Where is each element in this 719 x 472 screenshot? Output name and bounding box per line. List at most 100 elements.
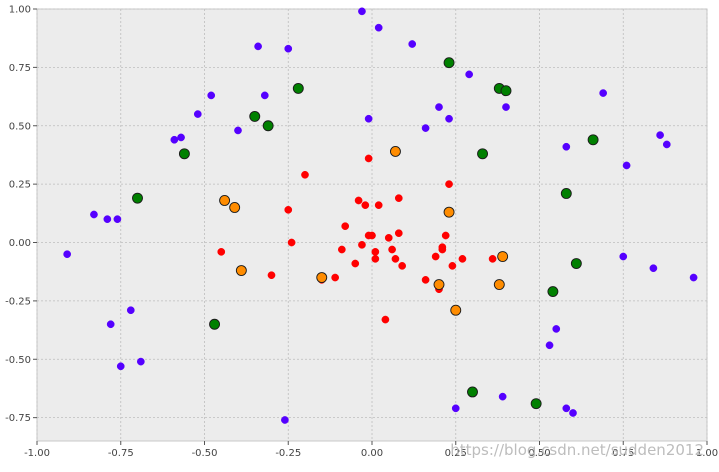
data-point xyxy=(193,110,202,118)
grid-lines xyxy=(36,8,708,441)
data-point xyxy=(229,202,241,213)
data-point xyxy=(391,255,400,263)
data-point xyxy=(547,286,559,298)
data-point xyxy=(398,262,406,270)
data-point xyxy=(458,255,467,263)
data-point xyxy=(235,265,247,276)
data-point xyxy=(465,70,473,79)
series-2 xyxy=(217,154,497,324)
y-tick-label: -0.25 xyxy=(5,296,31,307)
data-point xyxy=(292,82,304,94)
series-4 xyxy=(132,57,599,410)
data-point xyxy=(301,170,309,179)
data-point xyxy=(113,215,122,224)
data-point xyxy=(445,114,453,123)
data-point xyxy=(132,192,143,204)
data-point xyxy=(388,245,396,254)
data-point xyxy=(451,404,460,413)
x-tick-label: 0.50 xyxy=(528,448,550,459)
y-tick-label: 1.00 xyxy=(9,5,31,16)
data-point xyxy=(368,231,376,240)
data-point xyxy=(488,255,497,263)
data-point xyxy=(381,315,390,324)
data-point xyxy=(552,325,561,333)
y-tick-label: 0.50 xyxy=(9,121,31,132)
y-tick-label: 0.00 xyxy=(9,238,31,249)
data-point xyxy=(448,262,457,270)
data-point xyxy=(467,386,478,398)
watermark-text: https://blog.csdn.net/sudden2012 xyxy=(450,441,704,459)
data-point xyxy=(493,279,505,290)
data-point xyxy=(441,231,450,240)
data-point xyxy=(445,180,453,188)
data-point xyxy=(331,273,339,282)
y-tick-label: 0.25 xyxy=(9,180,31,191)
data-point xyxy=(364,154,373,163)
x-tick-label: -0.25 xyxy=(275,448,301,459)
x-tick-label: 0.75 xyxy=(612,448,634,459)
data-point xyxy=(371,248,380,256)
data-point xyxy=(103,215,112,224)
data-point xyxy=(341,222,350,231)
data-point xyxy=(394,194,403,202)
data-point xyxy=(137,357,145,366)
data-point xyxy=(338,245,346,254)
data-point xyxy=(177,133,185,142)
data-point xyxy=(374,201,383,210)
x-tick-label: -0.50 xyxy=(192,448,218,459)
data-point xyxy=(443,57,455,69)
data-point xyxy=(358,240,366,249)
data-point xyxy=(560,188,572,199)
data-point xyxy=(450,304,462,316)
axis-ticks xyxy=(33,8,708,445)
data-point xyxy=(281,416,289,424)
data-point xyxy=(599,89,608,97)
data-point xyxy=(622,161,631,170)
data-point xyxy=(689,273,698,282)
data-point xyxy=(354,196,363,205)
data-point xyxy=(217,248,226,256)
data-point xyxy=(234,126,242,135)
data-point xyxy=(394,229,403,238)
data-points xyxy=(63,7,698,424)
data-point xyxy=(477,148,488,160)
data-point xyxy=(364,114,373,123)
data-point xyxy=(260,91,269,100)
data-point xyxy=(361,201,370,210)
data-point xyxy=(170,135,179,144)
data-point xyxy=(90,210,98,219)
series-1 xyxy=(63,7,698,424)
x-tick-label: -1.00 xyxy=(24,448,50,459)
x-tick-label: -0.75 xyxy=(108,448,134,459)
data-point xyxy=(500,85,512,97)
data-point xyxy=(408,40,417,48)
x-tick-label: 0.00 xyxy=(361,448,383,459)
data-point xyxy=(421,276,430,284)
data-point xyxy=(570,258,582,269)
data-point xyxy=(262,120,274,132)
data-point xyxy=(207,91,216,100)
data-point xyxy=(435,103,443,111)
data-point xyxy=(374,23,383,32)
data-point xyxy=(316,272,328,283)
data-point xyxy=(267,271,276,280)
data-point xyxy=(562,404,571,413)
y-tick-label: 0.75 xyxy=(9,63,31,74)
x-tick-labels: -1.00 -0.75 -0.50 -0.25 0.00 0.25 0.50 0.75 1.00 xyxy=(24,448,718,459)
data-point xyxy=(63,250,72,259)
data-point xyxy=(502,103,510,111)
data-point xyxy=(384,233,393,242)
data-point xyxy=(656,131,664,139)
data-point xyxy=(433,279,445,290)
data-point xyxy=(116,362,125,371)
data-point xyxy=(219,195,231,206)
data-point xyxy=(562,142,571,151)
data-point xyxy=(443,206,455,218)
y-tick-label: -0.50 xyxy=(5,355,31,366)
data-point xyxy=(498,392,507,401)
data-point xyxy=(249,110,261,122)
data-point xyxy=(209,318,221,330)
data-point xyxy=(178,148,190,160)
